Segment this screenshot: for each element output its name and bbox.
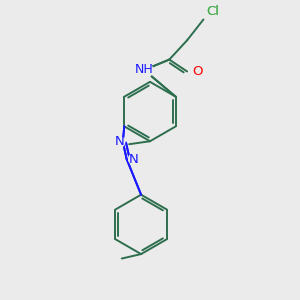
Text: N: N xyxy=(129,153,139,166)
Text: N: N xyxy=(114,135,124,148)
Circle shape xyxy=(114,136,124,147)
Circle shape xyxy=(136,62,152,78)
Text: O: O xyxy=(192,65,203,78)
Circle shape xyxy=(129,154,140,164)
Text: N: N xyxy=(129,153,139,166)
Circle shape xyxy=(129,154,140,164)
Circle shape xyxy=(192,65,203,77)
Text: NH: NH xyxy=(135,64,153,76)
Text: N: N xyxy=(114,135,124,148)
Text: Cl: Cl xyxy=(206,5,219,18)
Text: Cl: Cl xyxy=(206,5,219,18)
Circle shape xyxy=(136,62,152,78)
Text: O: O xyxy=(192,65,203,78)
Circle shape xyxy=(114,136,124,147)
Text: NH: NH xyxy=(135,64,153,76)
Circle shape xyxy=(192,65,203,77)
